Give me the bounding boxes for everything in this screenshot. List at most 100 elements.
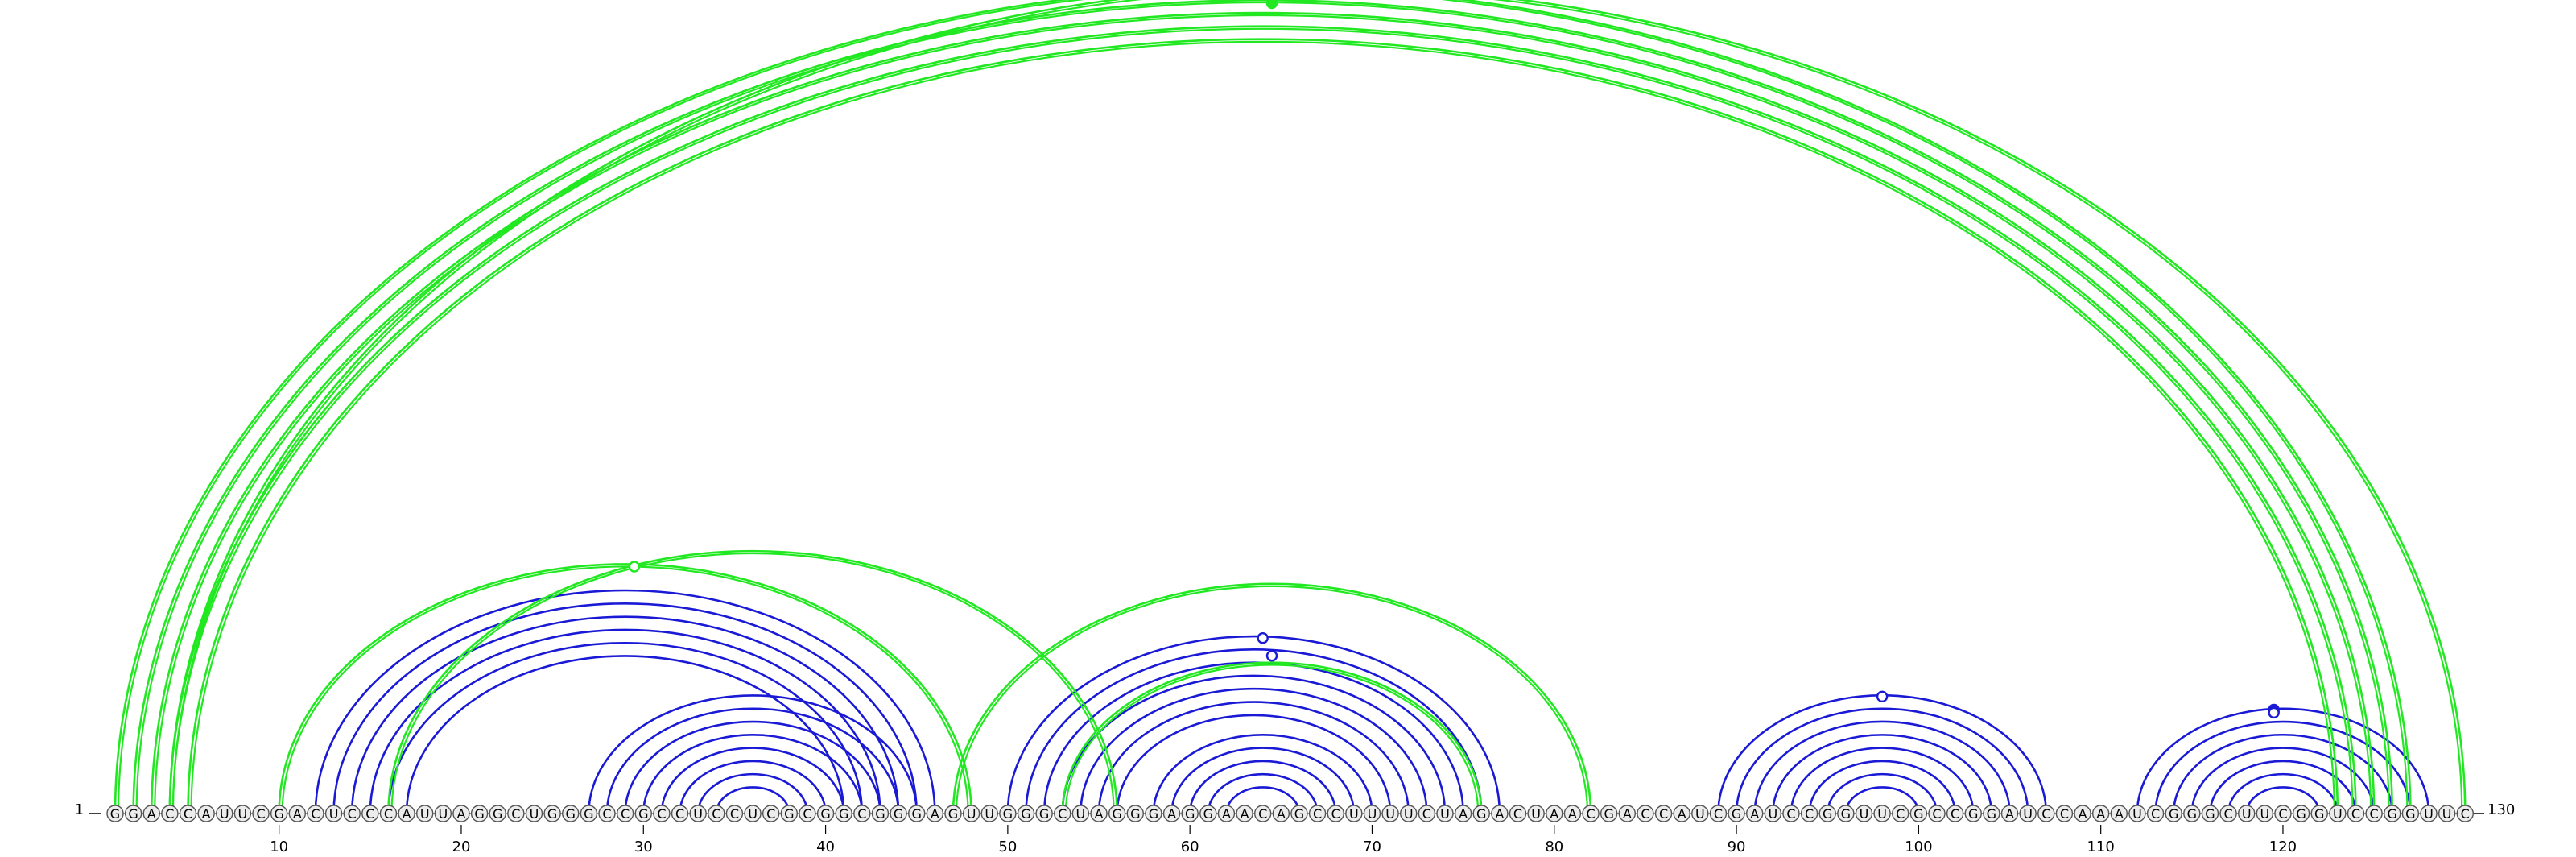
nucleotide: C — [598, 805, 616, 822]
nucleotide-circle — [762, 805, 780, 822]
nucleotide: A — [142, 805, 160, 822]
nucleotide-circle — [1745, 805, 1764, 822]
nucleotide-circle — [1363, 805, 1381, 822]
nucleotide-circle — [1217, 805, 1236, 822]
nucleotide: U — [416, 805, 434, 822]
blue-arc — [332, 602, 919, 814]
nucleotide-letter: C — [621, 806, 630, 822]
nucleotide-letter: G — [1604, 806, 1613, 822]
nucleotide: U — [1855, 805, 1873, 822]
blue-arc — [1844, 786, 1920, 814]
nucleotide: C — [1418, 805, 1436, 822]
nucleotide-letter: A — [1678, 806, 1686, 822]
nucleotide: U — [1071, 805, 1090, 822]
nucleotide-circle — [2401, 805, 2420, 822]
nucleotide: G — [2183, 805, 2201, 822]
nucleotide: A — [1162, 805, 1181, 822]
nucleotide-circle — [1873, 805, 1891, 822]
nucleotide-circle — [2201, 805, 2219, 822]
nucleotide: U — [1527, 805, 1545, 822]
nucleotide: G — [1728, 805, 1745, 822]
nucleotide: A — [926, 805, 944, 822]
nucleotide-letter: G — [547, 806, 557, 822]
nucleotide-letter: G — [894, 806, 903, 822]
nucleotide-letter: A — [1495, 806, 1504, 822]
nucleotide: G — [2310, 805, 2328, 822]
nucleotide: G — [562, 805, 580, 822]
marker-layer — [628, 0, 2280, 719]
nucleotide: A — [1563, 805, 1582, 822]
nucleotide: A — [2091, 805, 2110, 822]
nucleotide: U — [1873, 805, 1891, 822]
nucleotide: U — [1363, 805, 1381, 822]
nucleotide-letter: A — [1167, 806, 1176, 822]
nucleotide-circle — [106, 805, 124, 822]
nucleotide-circle — [689, 805, 707, 822]
nucleotide-circle — [416, 805, 434, 822]
nucleotide-circle — [1436, 805, 1454, 822]
nucleotide: G — [2165, 805, 2182, 822]
nucleotide: G — [1145, 805, 1162, 822]
nucleotide-circle — [1909, 805, 1928, 822]
blue-arc — [1188, 760, 1337, 814]
nucleotide: G — [1126, 805, 1144, 822]
nucleotide-letter: G — [638, 806, 648, 822]
nucleotide-letter: C — [712, 806, 720, 822]
nucleotide-circle — [233, 805, 252, 822]
nucleotide-circle — [489, 805, 506, 822]
nucleotide-circle — [1782, 805, 1800, 822]
nucleotide: A — [1491, 805, 1509, 822]
nucleotide: A — [1546, 805, 1563, 822]
nucleotide: G — [944, 805, 962, 822]
blue-arc — [2190, 747, 2376, 814]
nucleotide: G — [1108, 805, 1126, 822]
nucleotide: A — [1236, 805, 1253, 822]
nucleotide-letter: C — [1659, 806, 1668, 822]
nucleotide-letter: C — [2223, 806, 2232, 822]
nucleotide: A — [398, 805, 415, 822]
nucleotide-letter: C — [1896, 806, 1905, 822]
nucleotide-letter: U — [2242, 806, 2252, 822]
nucleotide: G — [1909, 805, 1928, 822]
nucleotide: A — [1673, 805, 1690, 822]
nucleotide: G — [780, 805, 799, 822]
nucleotide-circle — [835, 805, 852, 822]
nucleotide: U — [324, 805, 343, 822]
nucleotide-circle — [2055, 805, 2074, 822]
green-arc — [114, 0, 2412, 814]
green-arc-inner — [390, 552, 1115, 814]
nucleotide-circle — [1618, 805, 1636, 822]
nucleotide: G — [999, 805, 1017, 822]
nucleotide: C — [507, 805, 525, 822]
nucleotide-letter: G — [875, 806, 885, 822]
nucleotide-circle — [980, 805, 998, 822]
blue-arc — [350, 615, 900, 814]
nucleotide-letter: C — [2060, 806, 2069, 822]
green-arc — [168, 0, 2467, 814]
nucleotide-circle — [2037, 805, 2055, 822]
green-arc-inner — [117, 0, 2409, 814]
nucleotide-letter: U — [1860, 806, 1869, 822]
nucleotide-circle — [1126, 805, 1144, 822]
nucleotide: A — [1090, 805, 1108, 822]
tick-label: 10 — [270, 838, 288, 855]
nucleotide: U — [1400, 805, 1418, 822]
nucleotide-letter: C — [311, 806, 320, 822]
nucleotide-circle — [1181, 805, 1199, 822]
nucleotide-circle — [2238, 805, 2256, 822]
nucleotide-letter: C — [184, 806, 192, 822]
nucleotide-letter: C — [602, 806, 611, 822]
nucleotide-letter: G — [1987, 806, 1996, 822]
nucleotide-letter: C — [511, 806, 520, 822]
nucleotide-letter: C — [1805, 806, 1814, 822]
tick-label: 20 — [452, 838, 471, 855]
nucleotide: G — [470, 805, 489, 822]
nucleotide-letter: C — [2461, 806, 2470, 822]
nucleotide-circle — [816, 805, 835, 822]
nucleotide: G — [270, 805, 288, 822]
nucleotide-circle — [580, 805, 598, 822]
nucleotide-letter: C — [2278, 806, 2287, 822]
nucleotide-circle — [871, 805, 890, 822]
nucleotide: C — [2274, 805, 2292, 822]
nucleotide-letter: G — [948, 806, 958, 822]
